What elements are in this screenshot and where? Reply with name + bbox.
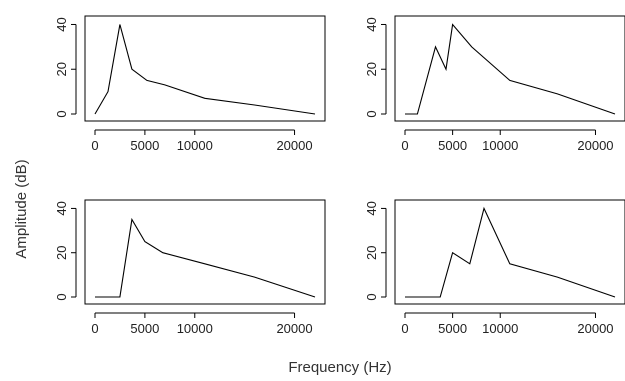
panel-3-series-line (95, 217, 316, 298)
x-tick-label: 10000 (177, 138, 213, 153)
panel-4: 0 5000 10000 20000 0 20 40 (364, 199, 625, 336)
panel-1: 0 5000 10000 20000 0 20 40 (54, 15, 326, 153)
y-tick-label: 20 (54, 245, 69, 259)
panel-3: 0 5000 10000 20000 0 20 40 (54, 199, 326, 336)
x-tick-label: 10000 (482, 138, 518, 153)
y-tick-label: 0 (54, 110, 69, 117)
x-tick-label: 5000 (130, 138, 159, 153)
panel-4-series-line (405, 206, 616, 298)
x-tick-label: 5000 (438, 321, 467, 336)
y-tick-label: 40 (54, 17, 69, 31)
y-tick-label: 20 (54, 62, 69, 76)
x-tick-label: 20000 (276, 138, 312, 153)
y-tick-label: 40 (364, 201, 379, 215)
x-tick-label: 0 (401, 138, 408, 153)
x-tick-label: 5000 (438, 138, 467, 153)
x-tick-label: 20000 (577, 321, 613, 336)
panel-1-frame (84, 15, 326, 122)
y-tick-label: 0 (364, 110, 379, 117)
y-tick-label: 0 (364, 293, 379, 300)
panel-4-frame (394, 199, 625, 305)
x-tick-label: 0 (401, 321, 408, 336)
panel-2-series-line (405, 23, 616, 115)
x-tick-label: 20000 (577, 138, 613, 153)
panel-2-frame (394, 15, 625, 122)
y-axis-title: Amplitude (dB) (13, 159, 30, 258)
y-tick-label: 20 (364, 62, 379, 76)
y-tick-label: 20 (364, 245, 379, 259)
x-tick-label: 20000 (276, 321, 312, 336)
x-tick-label: 0 (91, 321, 98, 336)
y-tick-label: 40 (364, 17, 379, 31)
x-tick-label: 5000 (130, 321, 159, 336)
panel-2: 0 5000 10000 20000 0 20 40 (364, 15, 625, 153)
panel-1-series-line (94, 24, 316, 115)
y-tick-label: 0 (54, 293, 69, 300)
x-tick-label: 10000 (177, 321, 213, 336)
panel-3-frame (84, 199, 326, 305)
x-tick-label: 10000 (482, 321, 518, 336)
x-axis-title: Frequency (Hz) (288, 359, 391, 376)
x-tick-label: 0 (91, 138, 98, 153)
y-tick-label: 40 (54, 201, 69, 215)
